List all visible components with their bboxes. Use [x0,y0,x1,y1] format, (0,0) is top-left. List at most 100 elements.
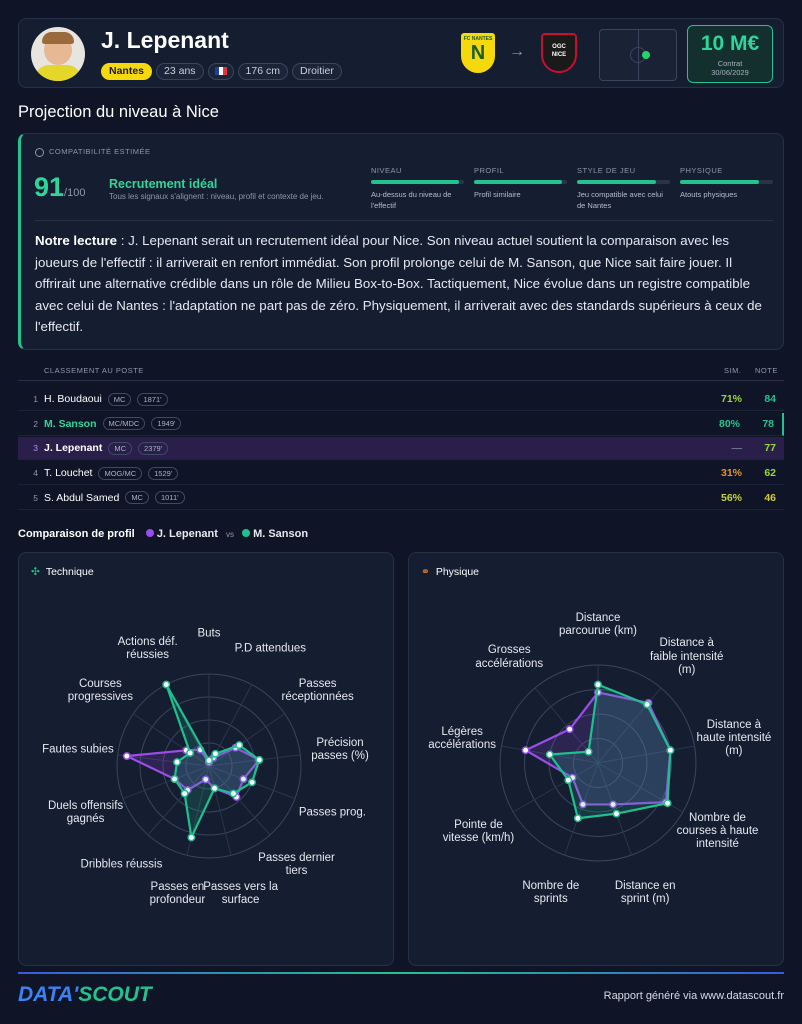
axis-label: Passes dernier tiers [258,851,335,877]
player: H. Boudaoui [44,393,102,405]
data-point [545,750,554,759]
rank: 4 [33,468,38,479]
sim-header: SIM. [724,366,742,375]
brand: DATA'SCOUT [18,983,152,1007]
market-value: 10 M€ [700,32,760,55]
panel-title-text: Physique [435,566,480,578]
radar-chart [499,664,697,862]
spoke [208,754,301,767]
bar-track [680,180,773,184]
compat-label: NIVEAU [371,166,402,175]
value-box: 10 M€ Contrat 30/06/2029 [687,25,773,83]
data-point [578,800,587,809]
compat-label: PROFIL [474,166,505,175]
panel-title: ⚭ Physique [421,566,480,578]
reading-text: : J. Lepenant serait un recrutement idéa… [35,233,762,335]
bar-fill [371,180,460,184]
spoke [512,762,599,813]
comparison-legend: Comparaison de profil J. Lepenant vs M. … [18,528,308,540]
bar-track [371,180,464,184]
spoke [208,765,232,856]
legend-swatch [145,529,154,537]
ranking-row: 5 S. Abdul Samed MC 1011' 56% 46 [18,487,784,510]
axis-label: Passes prog. [298,806,366,819]
brand-a: DATA' [18,983,79,1006]
compat-column: NIVEAU Au-dessus du niveau de l'effectif [371,166,464,211]
contract-date: 30/06/2029 [711,68,749,77]
panel-title: ✣ Technique [31,566,94,578]
axis-label: Passes vers la surface [203,880,278,907]
note: 84 [764,393,776,405]
axis-label: Courses progressives [67,677,133,703]
axis-label: Distance parcourue (km) [559,611,637,637]
compat-card: COMPATIBILITÉ ESTIMÉE 91/100 Recrutement… [18,133,784,350]
data-point [584,747,593,756]
axis-label: Précision passes (%) [311,736,369,763]
data-point [201,775,210,784]
legend-label: M. Sanson [253,528,309,540]
position: MC [125,491,149,505]
axis-label: Distance en sprint (m) [614,879,676,905]
rank: 5 [33,492,38,503]
position: MC [107,392,132,406]
rank: 2 [33,418,38,429]
sim: 31% [720,467,742,480]
axis-label: Légères accélérations [428,725,496,752]
axis-label: Distance à faible intensité (m) [649,637,724,676]
verdict-text: Tous les signaux s'alignent : niveau, pr… [109,192,324,201]
compat-text: Au-dessus du niveau de l'effectif [371,190,452,210]
spoke [564,762,599,856]
data-point [255,755,264,764]
bar-fill [680,180,760,184]
reading-label: Notre lecture [35,233,118,248]
compat-column: PHYSIQUE Atouts physiques [680,166,773,200]
score-max: /100 [64,187,86,199]
spoke [208,713,285,767]
data-point [564,776,573,785]
axis-label: Nombre de sprints [522,879,580,905]
data-point [173,758,181,767]
from-logo: FC NANTES N [461,33,495,73]
data-point [229,789,238,798]
spoke [117,754,210,767]
data-point [187,833,196,842]
physique-panel: ⚭ Physique Distance parcourue (km) Distanc… [408,552,784,966]
rank: 3 [33,443,38,454]
axis-label: P.D attendues [234,642,307,655]
rank: 1 [33,394,38,404]
compat-column: STYLE DE JEU Jeu compatible avec celui de… [577,166,670,211]
note: 78 [762,417,774,430]
data-point [162,680,171,689]
player-photo [31,27,85,81]
flag [207,63,234,81]
axis-label: Actions déf. réussies [117,635,178,662]
to-logo-text: OGC NICE [551,44,567,58]
ranking-row: 4 T. Louchet MOG/MC 1529' 31% 62 [18,462,784,486]
arrow: → [509,43,525,60]
data-point [205,756,213,765]
axis-label: Grosses accélérations [475,644,544,670]
data-point [211,749,220,758]
sim: 71% [720,393,742,405]
tags: Nantes 23 ans 176 cm Droitier [101,63,346,81]
spoke [597,762,632,856]
data-point [666,746,675,755]
reading: Notre lecture : J. Lepenant serait un re… [35,230,765,338]
header-card: J. Lepenant Nantes 23 ans 176 cm Droitier F… [18,18,784,88]
compat-text: Profil similaire [474,190,521,199]
axis-label: Duels offensifs gagnés [47,799,124,825]
position: MC [108,441,133,455]
brand-b: SCOUT [78,983,152,1006]
note-header: NOTE [755,366,778,375]
minutes: 2379' [138,441,169,455]
axis-label: Buts [197,627,221,640]
player: M. Sanson [44,417,97,430]
technique-panel: ✣ Technique Buts P.D attendues Passes récep… [18,552,394,966]
note: 77 [764,442,776,455]
ranking-row: 2 M. Sanson MC/MDC 1949' 80% 78 [18,412,784,436]
spoke [122,765,210,800]
axis-label: Nombre de courses à haute intensité [676,812,759,851]
compat-text: Jeu compatible avec celui de Nantes [577,190,663,210]
spoke [147,765,210,836]
